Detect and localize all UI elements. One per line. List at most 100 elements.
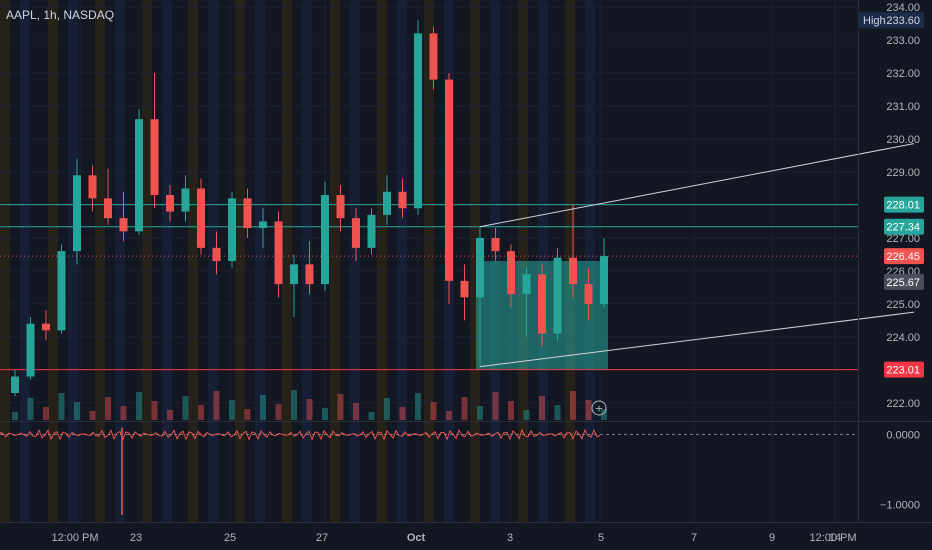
- candle-body: [305, 264, 314, 285]
- price-label-tag: High: [863, 15, 886, 27]
- candle-body: [181, 188, 190, 212]
- time-tick-label: 25: [224, 532, 236, 544]
- volume-bar: [120, 406, 127, 420]
- candle-body: [212, 247, 221, 262]
- price-label-bg: [884, 196, 924, 213]
- candle-body: [321, 195, 329, 285]
- volume-bar: [322, 408, 328, 420]
- price-tick-label: 224.00: [886, 332, 920, 344]
- candle-body: [367, 214, 376, 248]
- candle-body: [135, 119, 143, 232]
- volume-bar: [477, 406, 483, 420]
- candle-body: [57, 251, 66, 331]
- candle-body: [476, 237, 484, 298]
- volume-bar: [74, 402, 80, 420]
- candle-body: [42, 323, 50, 331]
- volume-bar: [492, 392, 499, 420]
- session-band-post: [20, 0, 30, 522]
- volume-bar: [136, 392, 142, 420]
- volume-bar: [430, 402, 437, 420]
- volume-bar: [585, 400, 592, 420]
- volume-bar: [105, 397, 111, 420]
- trend-line-lower[interactable]: [479, 311, 915, 368]
- volume-bar: [337, 394, 344, 420]
- volume-bar: [306, 399, 313, 420]
- volume-bar: [461, 397, 468, 420]
- volume-bar: [415, 393, 421, 420]
- session-band-pre: [424, 0, 434, 522]
- price-label-bg: [884, 218, 924, 235]
- candle-body: [259, 221, 267, 229]
- volume-bar: [260, 395, 266, 420]
- session-band-pre: [470, 0, 480, 522]
- price-label-value: 225.67: [886, 277, 920, 289]
- time-tick-label: 23: [130, 532, 142, 544]
- time-tick-label: 5: [598, 532, 604, 544]
- volume-bars: [12, 390, 607, 420]
- session-band-pre: [377, 0, 387, 522]
- volume-bar: [198, 405, 204, 420]
- candle-body: [73, 175, 81, 252]
- volume-bar: [27, 398, 34, 420]
- price-tick-label: 222.00: [886, 398, 920, 410]
- price-labels: High 233.60 228.01 227.34 226.45 225.67 223.01: [858, 12, 924, 378]
- candle-body: [569, 257, 577, 285]
- price-tick-label: 232.00: [886, 68, 920, 80]
- add-alert-button[interactable]: +: [591, 400, 607, 416]
- price-label-bg: [858, 12, 924, 29]
- time-tick-label: 12:00 PM: [51, 532, 98, 544]
- volume-bar: [43, 407, 49, 420]
- oscillator-tick: 0.0000: [886, 430, 920, 442]
- session-band-post: [397, 0, 407, 522]
- candle-body: [166, 195, 174, 212]
- session-band-pre: [95, 0, 105, 522]
- candle-body: [228, 198, 236, 262]
- candle-body: [429, 33, 438, 80]
- session-band-pre: [0, 0, 10, 522]
- time-tick-label: 7: [691, 532, 697, 544]
- candle-body: [383, 191, 391, 215]
- candle-body: [538, 274, 546, 334]
- price-label-value: 227.34: [886, 222, 920, 234]
- trend-channel[interactable]: [479, 143, 915, 368]
- volume-bar: [554, 405, 561, 420]
- volume-bar: [229, 400, 235, 420]
- price-axis[interactable]: 234.00 233.00 232.00 231.00 230.00 229.00 228.…: [858, 0, 921, 522]
- volume-bar: [601, 409, 607, 420]
- price-label-value: 226.45: [886, 251, 920, 263]
- volume-bar: [58, 393, 65, 420]
- candle-body: [104, 198, 112, 219]
- candle-body: [243, 198, 252, 229]
- time-tick-label: 27: [316, 532, 328, 544]
- volume-bar: [399, 407, 406, 420]
- volume-bar: [384, 398, 390, 420]
- session-band-pre: [518, 0, 528, 522]
- oscillator-pane: 0.0000 −1.0000: [0, 421, 932, 515]
- candle-body: [26, 323, 35, 377]
- volume-bar: [89, 411, 96, 420]
- candle-body: [414, 33, 422, 209]
- volume-bar: [523, 410, 530, 420]
- session-band-pre: [188, 0, 198, 522]
- volume-bar: [570, 391, 576, 420]
- price-tick-label: 230.00: [886, 134, 920, 146]
- candle-body: [88, 175, 97, 199]
- price-label-value: 233.60: [886, 15, 920, 27]
- price-label-bg: [884, 273, 924, 290]
- candle-body: [274, 221, 283, 285]
- session-band-pre: [48, 0, 58, 522]
- trend-line-upper[interactable]: [479, 143, 915, 228]
- candle-body: [522, 274, 531, 295]
- candle-body: [290, 264, 298, 285]
- candlestick-series: [11, 20, 608, 397]
- candle-body: [600, 256, 608, 304]
- volume-bar: [213, 391, 220, 420]
- candle-body: [336, 195, 345, 219]
- session-band-post: [538, 0, 548, 522]
- session-band-pre: [282, 0, 292, 522]
- session-shading: [0, 0, 595, 522]
- volume-bar: [167, 410, 173, 420]
- session-band-post: [255, 0, 265, 522]
